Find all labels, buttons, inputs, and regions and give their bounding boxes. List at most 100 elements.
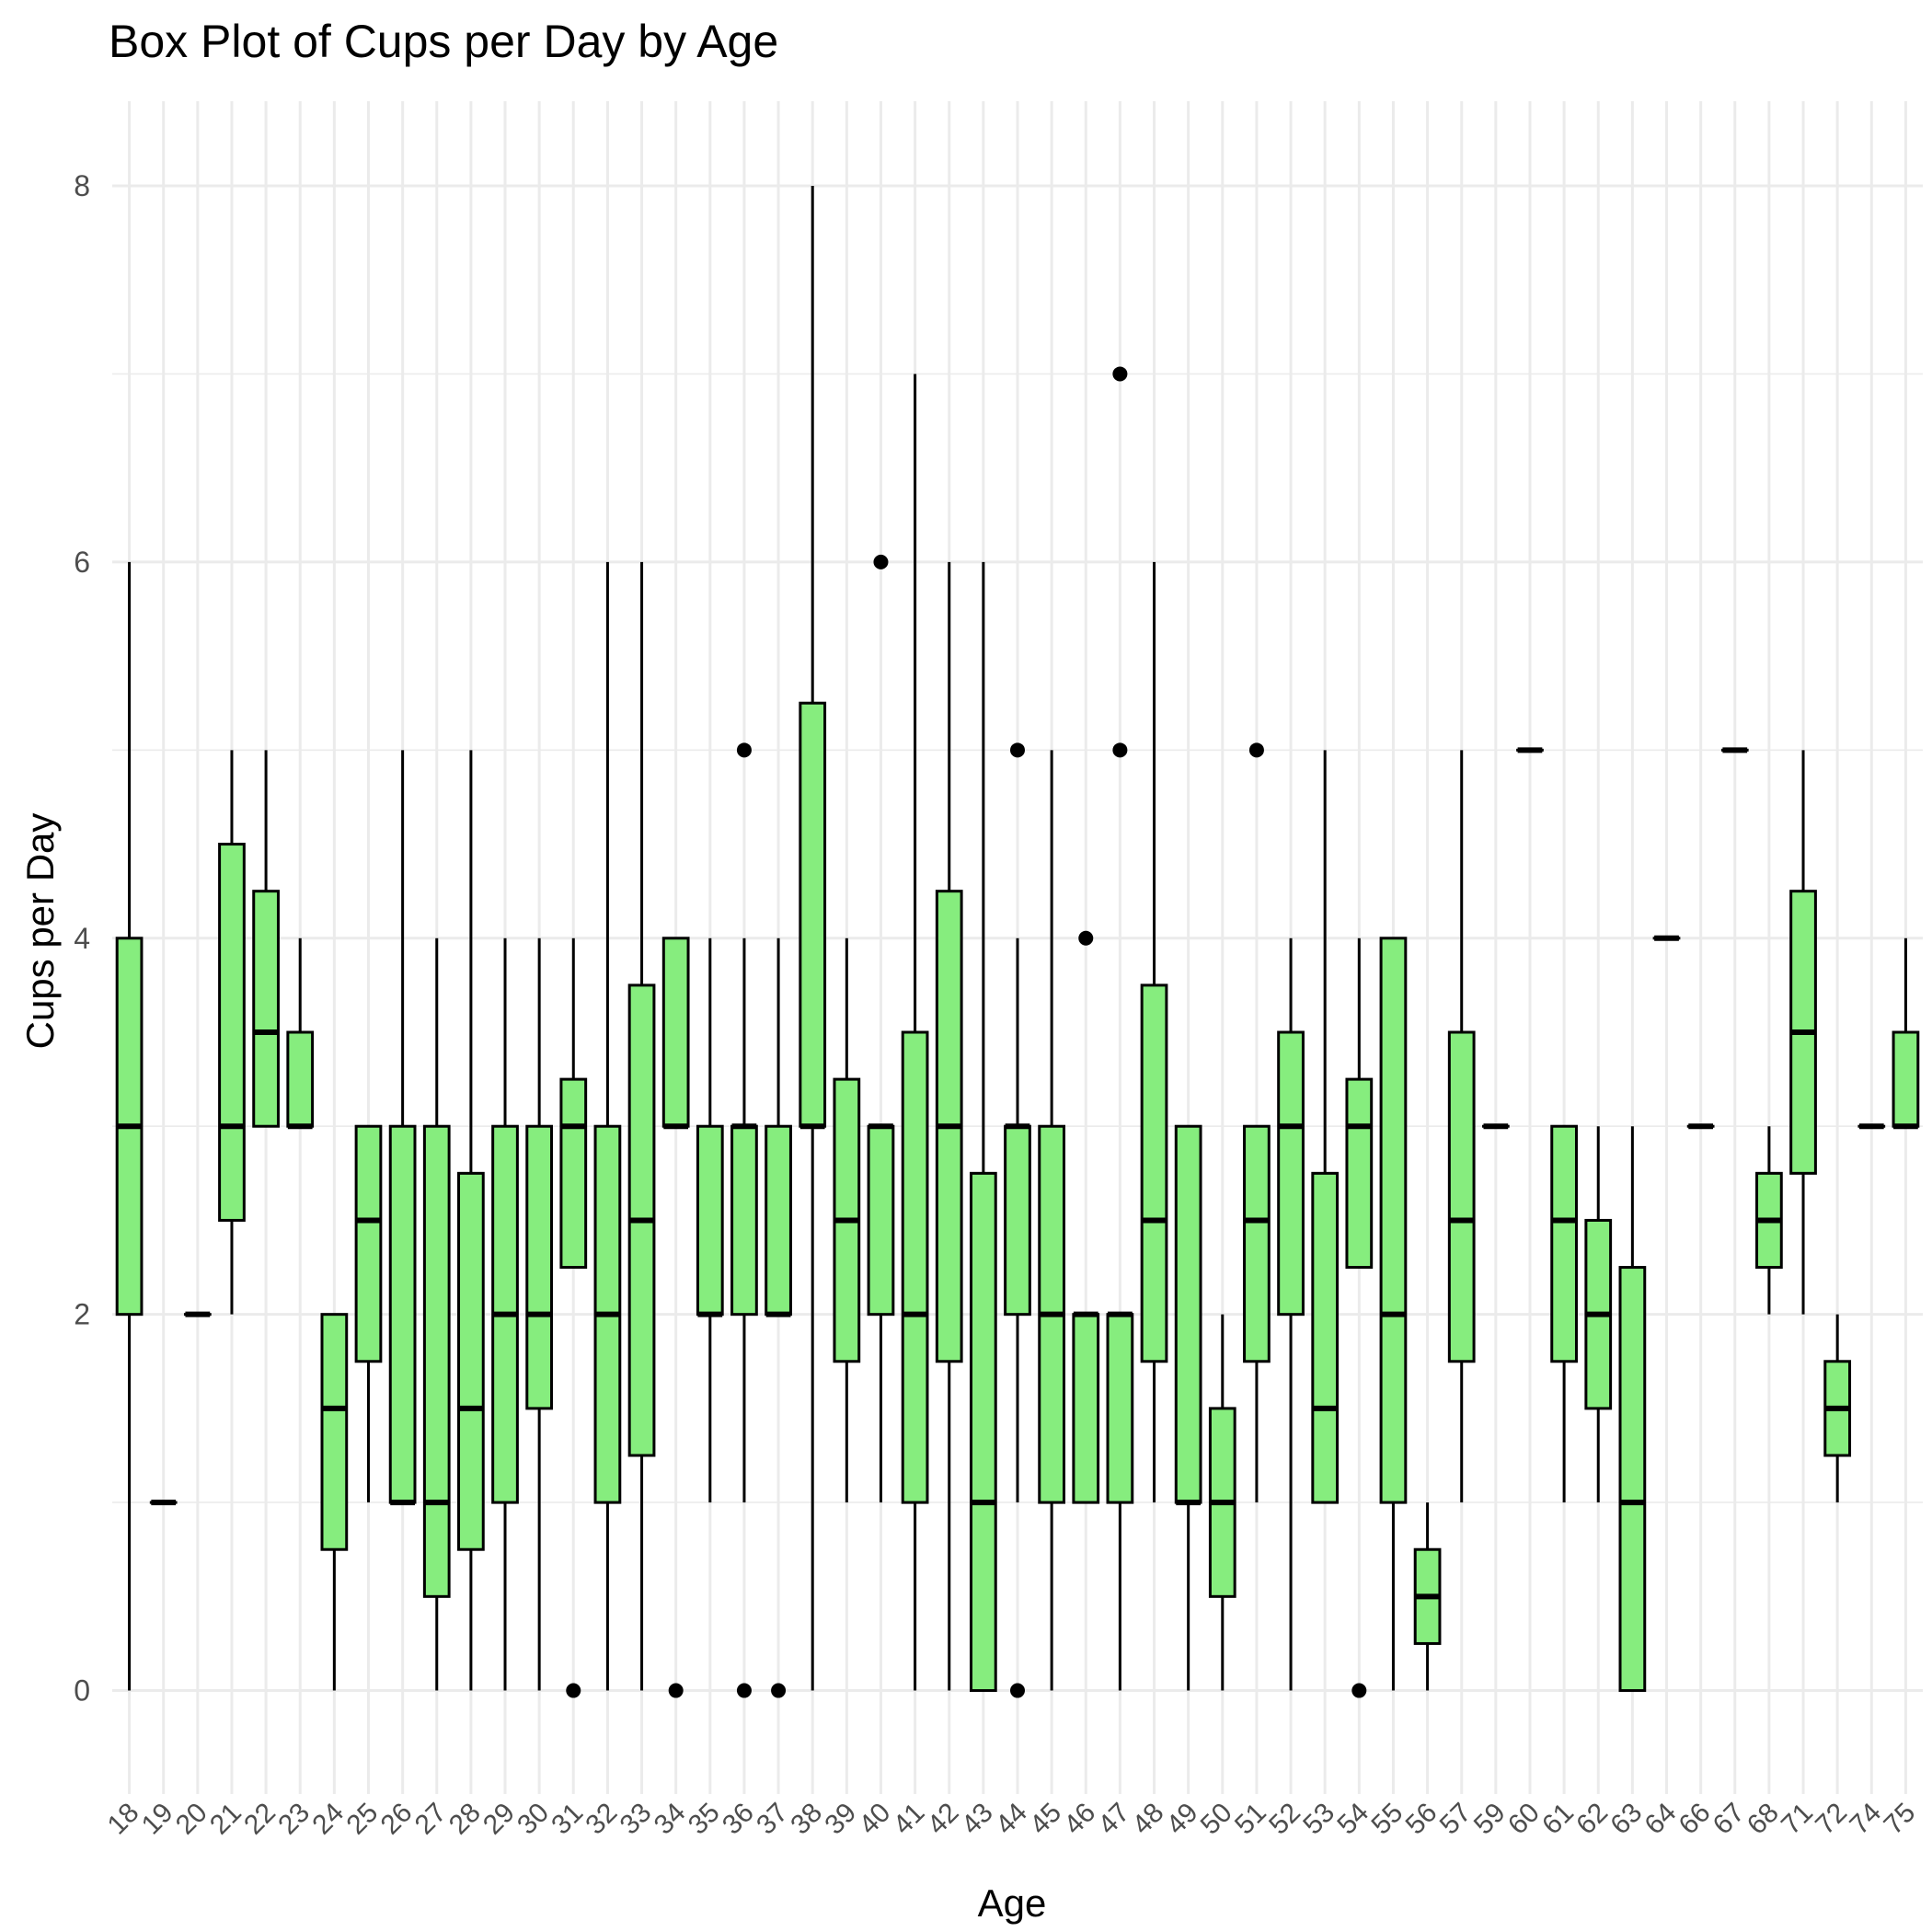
box — [286, 1030, 315, 1128]
box-group — [696, 937, 724, 1503]
box — [970, 1171, 997, 1693]
box — [218, 843, 246, 1222]
box-group — [320, 1313, 349, 1691]
chart-title: Box Plot of Cups per Day by Age — [109, 16, 778, 67]
box-group — [115, 561, 144, 1691]
box-group — [1379, 937, 1408, 1691]
box — [559, 1077, 588, 1270]
box-group — [218, 750, 246, 1315]
box-group — [1413, 1502, 1442, 1691]
box-group — [867, 554, 895, 1503]
outlier-point — [1010, 742, 1025, 758]
box-group — [559, 937, 588, 1698]
y-tick-label: 2 — [74, 1298, 90, 1331]
x-tick-label: 75 — [1878, 1798, 1921, 1841]
box-group — [1311, 750, 1340, 1504]
box-group — [1038, 750, 1065, 1691]
outlier-point — [1112, 366, 1128, 382]
box-group — [1584, 1126, 1613, 1503]
box — [696, 1124, 724, 1317]
box — [901, 1030, 929, 1504]
box-group — [1004, 742, 1031, 1698]
box-group — [525, 937, 554, 1691]
box-group — [1345, 937, 1374, 1698]
box — [1174, 1124, 1202, 1504]
box — [1311, 1171, 1340, 1504]
box — [661, 937, 690, 1128]
box-group — [1174, 1124, 1202, 1691]
outlier-point — [1351, 1683, 1367, 1698]
box — [1379, 937, 1408, 1504]
box — [765, 1124, 792, 1317]
box — [799, 701, 827, 1128]
box-group — [1755, 1126, 1783, 1315]
box-group — [1789, 750, 1817, 1315]
box-group — [1208, 1314, 1236, 1691]
y-tick-label: 0 — [74, 1674, 90, 1708]
box — [1243, 1124, 1271, 1363]
box-group — [765, 937, 792, 1698]
outlier-point — [1112, 742, 1128, 758]
outlier-point — [566, 1683, 581, 1698]
box — [1892, 1030, 1920, 1128]
box — [1345, 1077, 1374, 1270]
box-group — [354, 1124, 383, 1503]
box-group — [1072, 930, 1100, 1504]
box-group — [252, 750, 280, 1128]
box — [1550, 1124, 1578, 1363]
box — [252, 890, 280, 1128]
box-group — [1447, 750, 1476, 1503]
box — [422, 1124, 451, 1598]
box — [1106, 1313, 1134, 1504]
box — [1140, 983, 1168, 1363]
box — [1618, 1266, 1647, 1693]
box-group — [388, 750, 417, 1506]
outlier-point — [1010, 1683, 1025, 1698]
box — [320, 1313, 349, 1551]
box — [867, 1124, 895, 1317]
box-group — [627, 561, 656, 1691]
y-tick-label: 4 — [74, 922, 90, 955]
box-group — [1106, 366, 1134, 1691]
box-group — [661, 937, 690, 1698]
outlier-point — [1248, 742, 1264, 758]
y-tick-label: 8 — [74, 169, 90, 202]
y-tick-label: 6 — [74, 546, 90, 579]
box-group — [833, 937, 861, 1503]
box-group — [1823, 1314, 1852, 1503]
box — [1277, 1030, 1305, 1317]
box-group — [491, 937, 519, 1691]
box-group — [1892, 937, 1920, 1130]
outlier-point — [668, 1683, 684, 1698]
outlier-point — [873, 554, 889, 569]
box — [354, 1124, 383, 1363]
box-group — [1140, 561, 1168, 1503]
outlier-point — [771, 1683, 787, 1698]
box-layer — [115, 186, 1920, 1698]
box-group — [593, 561, 622, 1691]
y-axis-title: Cups per Day — [18, 813, 62, 1050]
box-group — [457, 750, 485, 1691]
box-group — [1277, 937, 1305, 1691]
box — [1072, 1313, 1100, 1504]
outlier-point — [1078, 930, 1094, 946]
box — [1004, 1124, 1031, 1317]
box — [388, 1124, 417, 1504]
box — [525, 1124, 554, 1410]
box-group — [1243, 742, 1271, 1503]
box-group — [970, 561, 997, 1693]
box-group — [1618, 1126, 1647, 1693]
box-group — [799, 186, 827, 1691]
box-group — [1550, 1124, 1578, 1503]
x-axis-title: Age — [978, 1881, 1047, 1925]
box-group — [901, 374, 929, 1691]
box — [1447, 1030, 1476, 1363]
outlier-point — [736, 742, 752, 758]
box-group — [422, 937, 451, 1691]
box-group — [730, 742, 758, 1698]
box — [457, 1171, 485, 1551]
box-group — [935, 561, 963, 1691]
box-group — [286, 937, 315, 1130]
box — [730, 1124, 758, 1317]
